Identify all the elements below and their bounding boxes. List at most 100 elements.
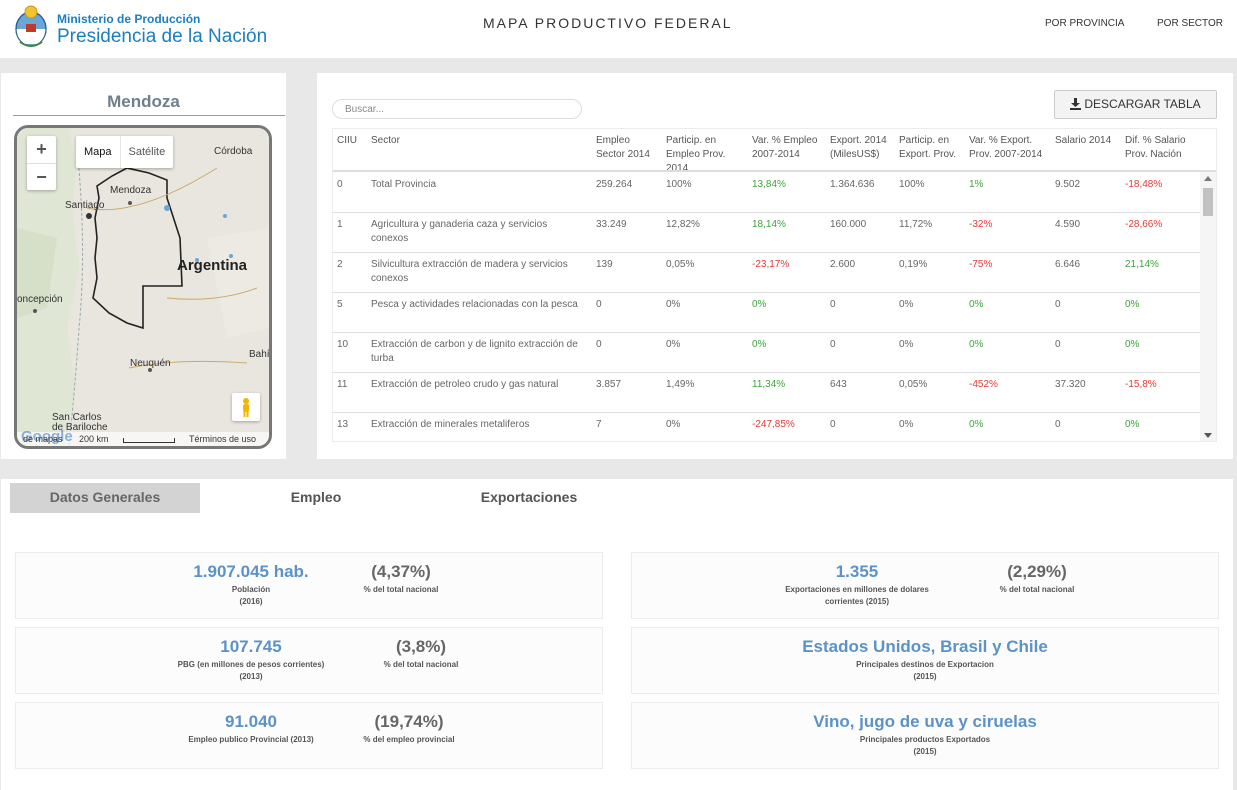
cell-empleo: 3.857 <box>596 379 622 390</box>
cell-part-export: 11,72% <box>899 219 933 230</box>
col-part-empleo[interactable]: Particip. en Empleo Prov. 2014 <box>666 135 726 172</box>
map-label-bariloche: de Bariloche <box>52 422 108 433</box>
col-empleo[interactable]: Empleo Sector 2014 <box>596 135 650 160</box>
table-row[interactable]: 1 Agricultura y ganaderia caza y servicio… <box>333 213 1200 253</box>
download-table-button[interactable]: DESCARGAR TABLA <box>1054 90 1217 119</box>
scroll-up-arrow-icon[interactable] <box>1204 176 1212 181</box>
cell-var-empleo: 0% <box>752 299 767 310</box>
pegman-button[interactable] <box>232 393 260 421</box>
cell-salario: 37.320 <box>1055 379 1086 390</box>
table-row[interactable]: 5 Pesca y actividades relacionadas con la… <box>333 293 1200 333</box>
cell-var-export: 0% <box>969 299 984 310</box>
cell-export: 0 <box>830 299 836 310</box>
cell-ciiu: 10 <box>337 339 349 350</box>
cell-export: 2.600 <box>830 259 856 270</box>
map-terms-link[interactable]: Términos de uso <box>189 434 257 444</box>
table-row[interactable]: 0 Total Provincia 259.264 100% 13,84% 1.364.6… <box>333 173 1200 213</box>
destinos-label: Principales destinos de Exportacion <box>856 660 994 669</box>
map-label-mendoza: Mendoza <box>110 185 152 196</box>
cell-var-empleo: 11,34% <box>752 379 786 390</box>
poblacion-value: 1.907.045 hab. <box>193 562 309 581</box>
card-poblacion: 1.907.045 hab. Población (2016) (4,37%) … <box>15 552 603 619</box>
tab-empleo[interactable]: Empleo <box>290 489 342 505</box>
table-row[interactable]: 13 Extracción de minerales metaliferos 7 0%… <box>333 413 1200 441</box>
cell-sector: Total Provincia <box>371 179 437 190</box>
table-row[interactable]: 10 Extracción de carbon y de lignito extr… <box>333 333 1200 373</box>
cell-salario: 0 <box>1055 419 1061 430</box>
map-footer: Google de mapas 200 km Términos de uso <box>17 428 269 446</box>
cell-part-empleo: 0% <box>666 419 681 430</box>
table-header: CIIU Sector Empleo Sector 2014 Particip.… <box>333 129 1216 172</box>
cell-var-export: -32% <box>969 219 993 230</box>
header: Ministerio de Producción Presidencia de … <box>0 0 1237 58</box>
nav-por-provincia[interactable]: POR PROVINCIA <box>1045 18 1125 29</box>
productos-value: Vino, jugo de uva y ciruelas <box>813 712 1037 731</box>
col-salario[interactable]: Salario 2014 <box>1055 135 1112 146</box>
map-scale-bar <box>123 438 175 443</box>
map-data-link[interactable]: de mapas <box>23 434 63 444</box>
col-var-export[interactable]: Var. % Export. Prov. 2007-2014 <box>969 135 1043 160</box>
map-type-mapa[interactable]: Mapa <box>84 146 112 158</box>
cell-var-empleo: 0% <box>752 339 767 350</box>
table-scrollbar[interactable] <box>1200 172 1216 441</box>
table-row[interactable]: 2 Silvicultura extracción de madera y ser… <box>333 253 1200 293</box>
map-label-argentina: Argentina <box>177 257 248 274</box>
cell-salario: 0 <box>1055 339 1061 350</box>
tab-exportaciones[interactable]: Exportaciones <box>480 489 578 505</box>
cell-sector: Silvicultura extracción de madera y serv… <box>371 259 568 284</box>
destinos-year: (2015) <box>913 672 937 681</box>
cell-var-export: -75% <box>969 259 993 270</box>
cell-var-empleo: -247,85% <box>752 419 795 430</box>
cell-dif-salario: -15,8% <box>1125 379 1157 390</box>
cell-empleo: 33.249 <box>596 219 627 230</box>
search-input[interactable]: Buscar... <box>332 99 582 119</box>
zoom-out-button[interactable]: − <box>27 163 56 190</box>
col-export[interactable]: Export. 2014 (MilesUS$) <box>830 135 887 160</box>
cell-empleo: 0 <box>596 299 602 310</box>
map-label-san-carlos: San Carlos <box>52 412 102 423</box>
map-canvas[interactable] <box>17 128 269 446</box>
pbg-pct-label: % del total nacional <box>383 660 459 669</box>
map-scale-label[interactable]: 200 km <box>79 434 109 444</box>
col-dif-salario[interactable]: Dif. % Salario Prov. Nación <box>1125 135 1186 160</box>
col-ciiu[interactable]: CIIU <box>337 135 357 146</box>
logo-ministry-text: Ministerio de Producción <box>57 12 201 26</box>
col-var-empleo[interactable]: Var. % Empleo 2007-2014 <box>752 135 818 160</box>
cell-dif-salario: 0% <box>1125 299 1140 310</box>
cell-dif-salario: -18,48% <box>1125 179 1163 190</box>
cell-dif-salario: 0% <box>1125 419 1140 430</box>
exportaciones-label-2: corrientes (2015) <box>824 597 890 606</box>
zoom-control: + − <box>27 136 56 190</box>
sector-table: CIIU Sector Empleo Sector 2014 Particip.… <box>332 128 1217 442</box>
cell-sector: Pesca y actividades relacionadas con la … <box>371 299 578 310</box>
exportaciones-pct-label: % del total nacional <box>999 585 1075 594</box>
poblacion-label: Población <box>231 585 271 594</box>
cell-salario: 4.590 <box>1055 219 1081 230</box>
cell-part-export: 0,19% <box>899 259 928 270</box>
tab-datos-generales[interactable]: Datos Generales <box>10 483 200 513</box>
map-label-neuquen: Neuquén <box>130 358 171 369</box>
scroll-thumb[interactable] <box>1203 188 1213 216</box>
map-panel: Mendoza Córdoba Mendoza Santiago Argenti… <box>1 73 286 459</box>
map-type-satelite[interactable]: Satélite <box>119 136 174 168</box>
indicators-panel: Datos Generales Empleo Exportaciones 1.9… <box>1 479 1233 790</box>
zoom-in-button[interactable]: + <box>36 139 47 159</box>
cell-part-export: 0,05% <box>899 379 928 390</box>
nav-por-sector[interactable]: POR SECTOR <box>1157 18 1223 29</box>
cell-var-export: 0% <box>969 419 984 430</box>
province-map[interactable]: Córdoba Mendoza Santiago Argentina oncep… <box>14 125 272 449</box>
col-part-export[interactable]: Particip. en Export. Prov. <box>899 135 957 160</box>
table-row[interactable]: 11 Extracción de petroleo crudo y gas nat… <box>333 373 1200 413</box>
empleo-publico-pct-label: % del empleo provincial <box>363 735 455 744</box>
cell-empleo: 7 <box>596 419 602 430</box>
cell-ciiu: 13 <box>337 419 349 430</box>
cell-export: 643 <box>830 379 847 390</box>
cell-ciiu: 1 <box>337 219 343 230</box>
ministry-logo[interactable]: Ministerio de Producción Presidencia de … <box>12 2 267 50</box>
scroll-down-arrow-icon[interactable] <box>1204 433 1212 438</box>
exportaciones-pct: (2,29%) <box>1007 562 1067 581</box>
download-icon <box>1070 98 1082 110</box>
poblacion-pct: (4,37%) <box>371 562 431 581</box>
col-sector[interactable]: Sector <box>371 135 400 146</box>
card-pbg: 107.745 PBG (en millones de pesos corrie… <box>15 627 603 694</box>
